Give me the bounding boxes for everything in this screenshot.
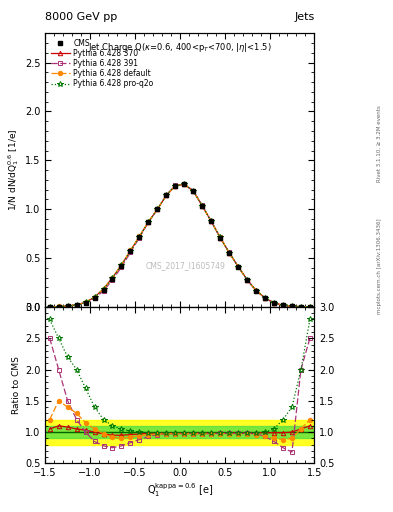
Bar xyxy=(45,426,314,438)
Text: Jets: Jets xyxy=(294,11,314,22)
Y-axis label: Ratio to CMS: Ratio to CMS xyxy=(12,356,21,414)
Text: 8000 GeV pp: 8000 GeV pp xyxy=(45,11,118,22)
Text: Jet Charge Q($\kappa$=0.6, 400<p$_T$<700, |$\eta$|<1.5): Jet Charge Q($\kappa$=0.6, 400<p$_T$<700… xyxy=(88,41,272,54)
Y-axis label: 1/N dN/dQ$_1^{0.6}$ [1/e]: 1/N dN/dQ$_1^{0.6}$ [1/e] xyxy=(6,129,21,211)
Text: mcplots.cern.ch [arXiv:1306.3436]: mcplots.cern.ch [arXiv:1306.3436] xyxy=(377,219,382,314)
Text: CMS_2017_I1605749: CMS_2017_I1605749 xyxy=(145,262,225,270)
Bar xyxy=(45,419,314,444)
Text: Rivet 3.1.10, ≥ 3.2M events: Rivet 3.1.10, ≥ 3.2M events xyxy=(377,105,382,182)
X-axis label: Q$_1^{\rm kappa=0.6}$ [e]: Q$_1^{\rm kappa=0.6}$ [e] xyxy=(147,481,213,499)
Legend: CMS, Pythia 6.428 370, Pythia 6.428 391, Pythia 6.428 default, Pythia 6.428 pro-: CMS, Pythia 6.428 370, Pythia 6.428 391,… xyxy=(49,37,155,90)
